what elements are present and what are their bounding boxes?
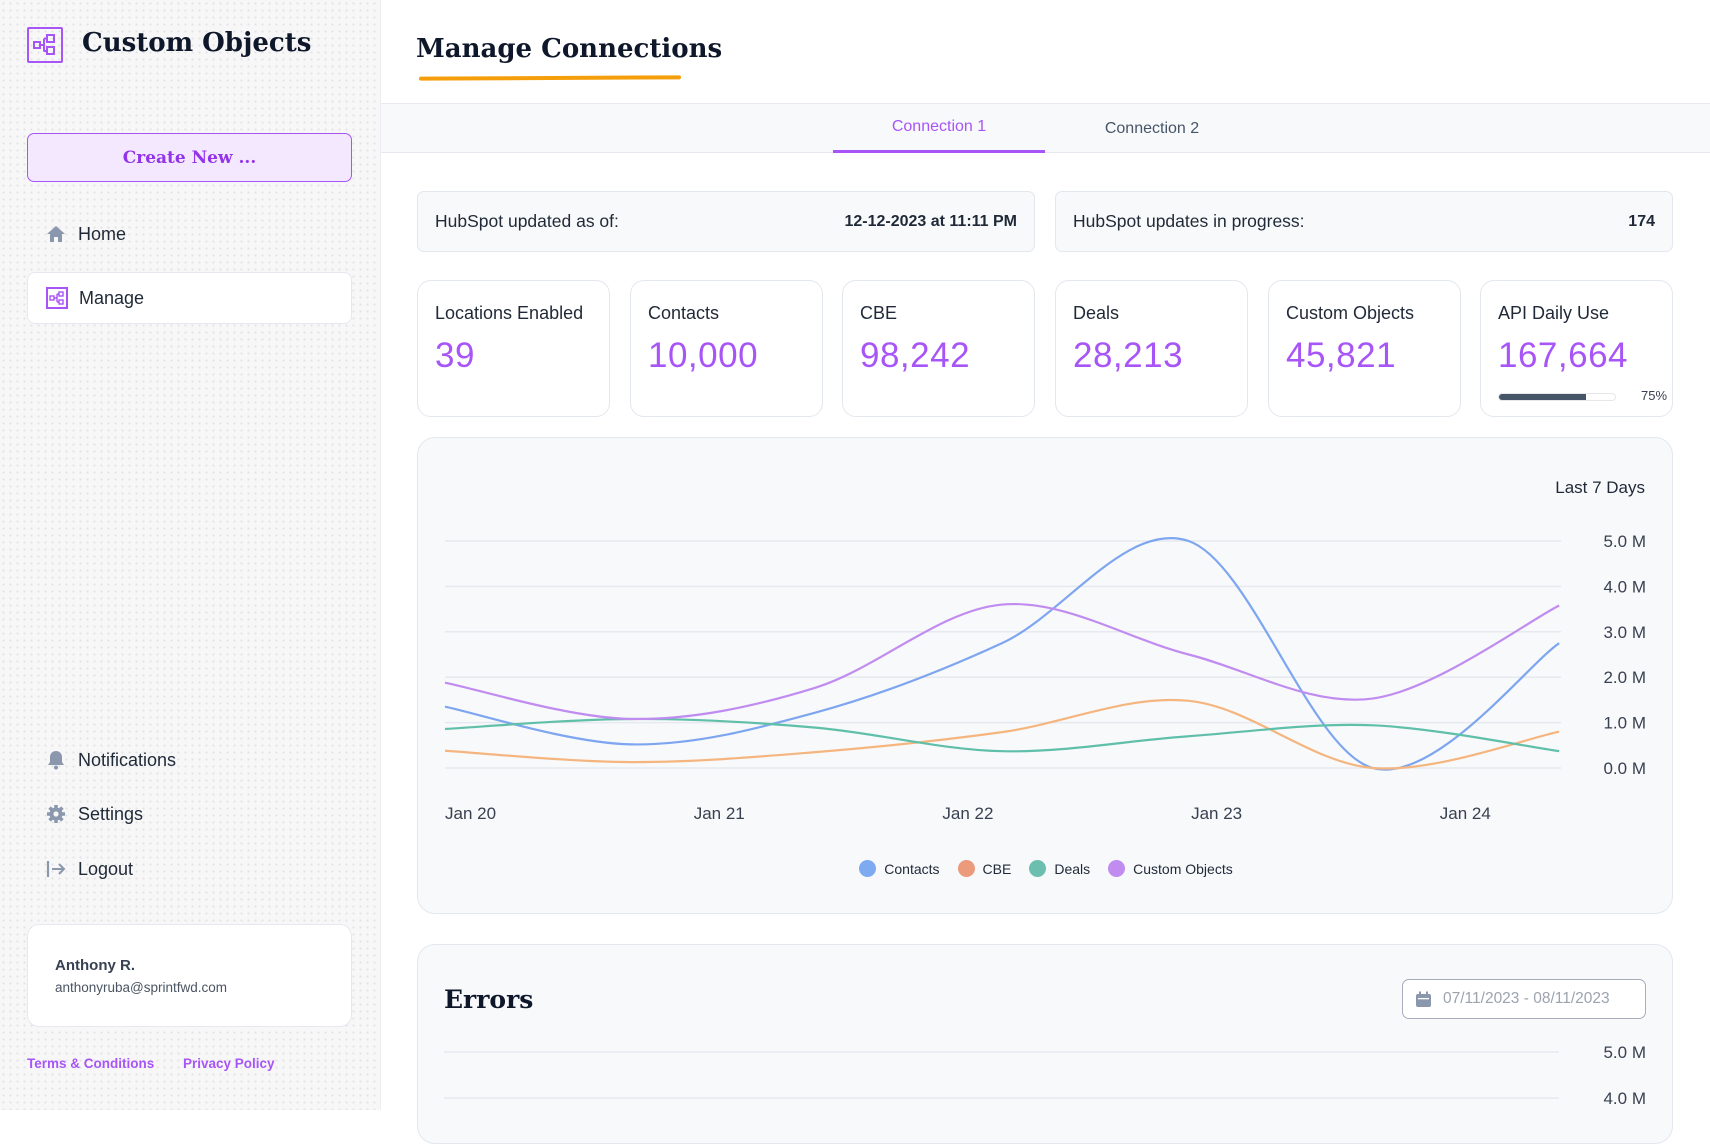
calendar-icon	[1416, 991, 1431, 1007]
stat-label: API Daily Use	[1498, 303, 1610, 323]
legend-item-contacts[interactable]: Contacts	[859, 860, 940, 877]
bell-icon	[45, 749, 67, 771]
y-tick-label: 4.0 M	[1603, 1089, 1646, 1108]
app-logo-icon	[27, 27, 63, 63]
sidebar-item-settings[interactable]: Settings	[27, 788, 352, 840]
activity-line-chart: Last 7 Days 0.0 M 1.0 M 2.0 M 3.0 M 4.0 M 5.0 …	[444, 478, 1646, 823]
home-icon	[45, 223, 67, 245]
y-tick-label: 5.0 M	[1603, 532, 1646, 551]
legend-item-custom-objects[interactable]: Custom Objects	[1108, 860, 1233, 877]
sidebar-item-home[interactable]: Home	[27, 208, 352, 260]
progress-label: HubSpot updates in progress:	[1073, 211, 1305, 231]
progress-value: 174	[1628, 212, 1655, 230]
sidebar: Custom Objects Create New ... Home Manag…	[0, 0, 381, 1110]
sidebar-item-label: Manage	[79, 287, 145, 308]
stat-card-contacts: Contacts 10,000	[630, 280, 823, 417]
stat-label: Deals	[1073, 303, 1120, 323]
activity-chart-card: Last 7 Days 0.0 M 1.0 M 2.0 M 3.0 M 4.0 M 5.0 …	[417, 437, 1673, 914]
x-tick-label: Jan 22	[942, 804, 993, 823]
hubspot-progress-box: HubSpot updates in progress: 174	[1055, 191, 1673, 252]
tab-connection-1[interactable]: Connection 1	[833, 104, 1045, 153]
errors-chart: 5.0 M 4.0 M	[444, 1043, 1646, 1108]
sidebar-item-logout[interactable]: Logout	[27, 843, 352, 895]
series-line-deals	[444, 717, 1560, 753]
sidebar-item-label: Logout	[78, 858, 134, 879]
connection-tabs: Connection 1 Connection 2	[381, 104, 1710, 153]
date-range-picker[interactable]: 07/11/2023 - 08/11/2023	[1402, 979, 1646, 1019]
legend-label: Contacts	[884, 860, 940, 877]
chart-legend: Contacts CBE Deals Custom Objects	[418, 860, 1674, 877]
legend-dot	[957, 860, 975, 877]
sidebar-item-label: Settings	[78, 803, 144, 824]
stat-value: 39	[435, 336, 475, 375]
create-new-button[interactable]: Create New ...	[27, 133, 352, 182]
sidebar-item-notifications[interactable]: Notifications	[27, 734, 352, 786]
series-line-custom-objects	[444, 602, 1560, 721]
user-profile-card[interactable]: Anthony R. anthonyruba@sprintfwd.com	[27, 924, 352, 1027]
errors-title: Errors	[444, 985, 534, 1014]
stat-card-locations: Locations Enabled 39	[417, 280, 610, 417]
y-tick-label: 4.0 M	[1603, 577, 1646, 596]
legend-item-deals[interactable]: Deals	[1029, 860, 1090, 877]
legend-label: CBE	[982, 860, 1012, 877]
legend-label: Deals	[1054, 860, 1091, 877]
legend-dot	[1029, 860, 1047, 877]
main-content: Manage Connections Connection 1 Connecti…	[381, 0, 1710, 1144]
logout-icon	[45, 858, 67, 880]
tab-connection-2[interactable]: Connection 2	[1104, 119, 1200, 137]
stat-value: 167,664	[1498, 336, 1629, 375]
y-tick-label: 0.0 M	[1603, 759, 1646, 778]
stat-label: Locations Enabled	[435, 303, 584, 323]
user-email: anthonyruba@sprintfwd.com	[55, 980, 228, 995]
stat-value: 28,213	[1073, 336, 1184, 375]
gear-icon	[45, 803, 67, 825]
chart-title: Last 7 Days	[1555, 478, 1645, 497]
updated-label: HubSpot updated as of:	[435, 211, 619, 231]
y-tick-label: 1.0 M	[1603, 714, 1646, 733]
sidebar-item-label: Home	[78, 223, 127, 244]
errors-card: Errors 5.0 M 4.0 M	[417, 944, 1673, 1144]
y-tick-label: 3.0 M	[1603, 623, 1646, 642]
api-usage-progress-bar	[1498, 393, 1616, 401]
date-range-value: 07/11/2023 - 08/11/2023	[1443, 990, 1610, 1007]
title-underline	[418, 75, 682, 81]
stat-label: CBE	[860, 303, 898, 323]
api-usage-progress-fill	[1499, 394, 1586, 400]
terms-link[interactable]: Terms & Conditions	[27, 1056, 155, 1071]
x-tick-label: Jan 21	[694, 804, 745, 823]
stat-card-cbe: CBE 98,242	[842, 280, 1035, 417]
legend-dot	[859, 860, 877, 877]
stat-card-custom-objects: Custom Objects 45,821	[1268, 280, 1461, 417]
stat-value: 10,000	[648, 336, 759, 375]
x-tick-label: Jan 23	[1191, 804, 1242, 823]
page-header: Manage Connections	[381, 0, 1710, 104]
updated-value: 12-12-2023 at 11:11 PM	[844, 212, 1017, 230]
stat-card-api-daily-use: API Daily Use 167,664 75%	[1480, 280, 1673, 417]
sidebar-item-manage[interactable]: Manage	[27, 272, 352, 324]
user-name: Anthony R.	[55, 957, 135, 974]
stat-label: Contacts	[648, 303, 720, 323]
x-tick-label: Jan 24	[1440, 804, 1491, 823]
manage-icon	[46, 287, 68, 309]
series-line-contacts	[444, 537, 1560, 771]
hubspot-updated-box: HubSpot updated as of: 12-12-2023 at 11:…	[417, 191, 1035, 252]
legend-dot	[1108, 860, 1126, 877]
sidebar-item-label: Notifications	[78, 749, 177, 770]
y-tick-label: 5.0 M	[1603, 1043, 1646, 1062]
app-title: Custom Objects	[82, 28, 312, 58]
stat-card-deals: Deals 28,213	[1055, 280, 1248, 417]
legend-label: Custom Objects	[1133, 860, 1233, 877]
y-tick-label: 2.0 M	[1603, 668, 1646, 687]
privacy-link[interactable]: Privacy Policy	[183, 1056, 275, 1071]
stat-value: 98,242	[860, 336, 971, 375]
api-usage-percent: 75%	[1641, 388, 1668, 403]
stat-label: Custom Objects	[1286, 303, 1415, 323]
x-tick-label: Jan 20	[445, 804, 496, 823]
stat-value: 45,821	[1286, 336, 1397, 375]
page-title: Manage Connections	[416, 34, 723, 64]
legend-item-cbe[interactable]: CBE	[957, 860, 1012, 877]
series-line-cbe	[444, 698, 1560, 770]
